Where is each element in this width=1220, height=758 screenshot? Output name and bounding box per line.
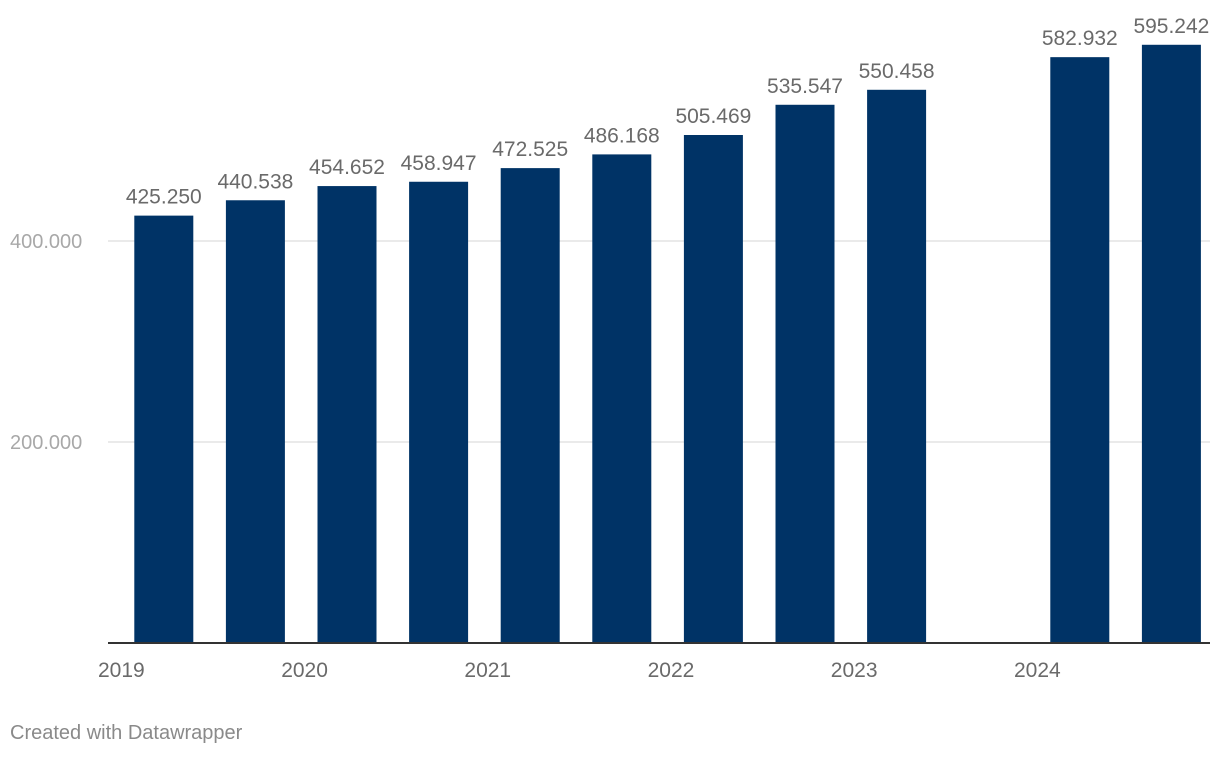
bar-2019-Q3 <box>225 200 285 643</box>
value-label: 454.652 <box>309 156 385 179</box>
axes: 200.000 400.000 2019 2020 2021 2022 2023 2024 <box>10 231 1210 682</box>
bar-2021-Q3 <box>592 154 652 643</box>
bar-2022-Q3 <box>775 104 835 643</box>
x-tick-label: 2019 <box>98 659 145 682</box>
value-label: 550.458 <box>859 60 935 83</box>
x-tick-label: 2020 <box>281 659 328 682</box>
bar-2020-Q3 <box>409 181 469 643</box>
x-tick-label: 2022 <box>648 659 695 682</box>
bar-chart: 425.250 440.538 454.652 458.947 472.525 486.1… <box>10 15 1210 682</box>
value-label: 425.250 <box>126 186 202 209</box>
footer-credit: Created with Datawrapper <box>10 722 243 744</box>
x-tick-label: 2024 <box>1014 659 1061 682</box>
value-labels: 425.250 440.538 454.652 458.947 472.525 486.1… <box>126 15 1210 209</box>
y-tick-label: 200.000 <box>10 432 82 454</box>
value-label: 505.469 <box>675 105 751 128</box>
bar-2023-Q1 <box>867 89 927 643</box>
bar-2021-Q1 <box>500 168 560 644</box>
bar-2024-Q3 <box>1141 44 1201 643</box>
value-label: 472.525 <box>492 138 568 161</box>
x-tick-label: 2021 <box>464 659 511 682</box>
value-label: 486.168 <box>584 124 660 147</box>
bar-2020-Q1 <box>317 186 377 643</box>
y-tick-label: 400.000 <box>10 231 82 253</box>
value-label: 535.547 <box>767 75 843 98</box>
bar-2019-Q1 <box>134 215 194 643</box>
bar-2022-Q1 <box>683 135 743 643</box>
x-tick-label: 2023 <box>831 659 878 682</box>
bars <box>134 44 1201 644</box>
bar-2024-Q1 <box>1050 57 1110 644</box>
value-label: 440.538 <box>217 170 293 193</box>
value-label: 595.242 <box>1133 15 1209 38</box>
value-label: 582.932 <box>1042 27 1118 50</box>
value-label: 458.947 <box>401 152 477 175</box>
grid-lines <box>108 240 1210 443</box>
